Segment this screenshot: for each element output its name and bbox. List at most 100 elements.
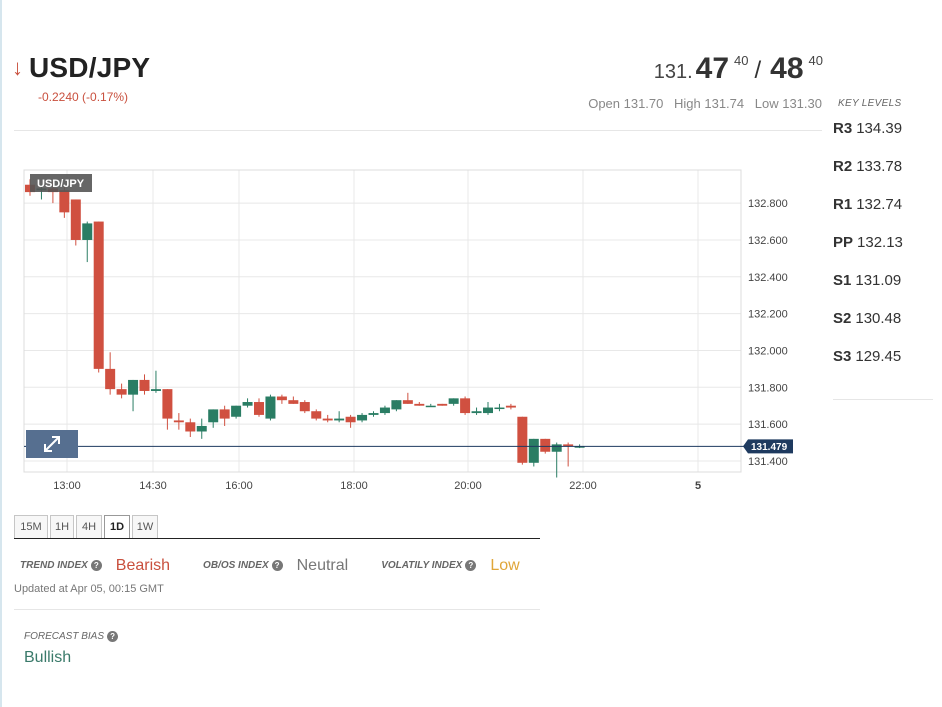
left-border [0,0,2,707]
candle [334,411,345,423]
candle [173,413,184,430]
candle [162,389,173,430]
x-axis-ticks: 13:00 14:30 16:00 18:00 20:00 22:00 5 [53,480,701,492]
candle-body [505,405,516,408]
candle [494,403,505,412]
candle-body [173,420,184,423]
candle [208,409,219,428]
candle-body [105,368,116,390]
legend-box [30,174,92,192]
y-tick-label: 132.600 [748,235,788,247]
candle-body [288,400,299,404]
level-pp: PP 132.13 [833,224,933,262]
candle-body [299,402,310,412]
candle-body [414,403,425,406]
timeframe-1h[interactable]: 1H [50,515,74,539]
low-value: Low 131.30 [754,96,822,111]
help-icon[interactable]: ? [465,560,477,572]
candle [242,398,253,408]
bid-integer: 131. [653,61,693,83]
candle [288,396,299,404]
trend-index-text: TREND INDEX [20,560,88,572]
candle-body [483,407,493,414]
candle [517,416,528,465]
candle-body [563,444,574,447]
candle-body [150,389,161,391]
level-label: PP [833,234,854,251]
volatility-index-text: VOLATILY INDEX [381,560,463,572]
candle-body [185,422,196,432]
candle-body [231,405,242,417]
candle [379,405,390,415]
current-price-label: 131.479 [751,442,788,453]
timeframe-1d[interactable]: 1D [104,515,130,539]
level-value: 132.13 [857,234,903,251]
y-tick-label: 132.400 [748,272,788,284]
candle-body [391,400,402,410]
level-s1: S1 131.09 [833,262,933,300]
candle [391,400,402,412]
y-tick-label: 131.400 [748,456,788,468]
x-tick-label: 18:00 [340,480,368,492]
updated-timestamp: Updated at Apr 05, 00:15 GMT [14,583,164,595]
timeframe-1w[interactable]: 1W [132,515,158,539]
obos-index-text: OB/OS INDEX [203,560,269,572]
candle [460,396,471,415]
candle [448,398,459,406]
x-tick-label: 22:00 [569,480,597,492]
level-value: 131.09 [855,272,902,289]
help-icon[interactable]: ? [90,560,102,572]
candle-body [219,409,230,419]
forecast-bias-value: Bullish [24,649,72,666]
y-tick-label: 132.800 [748,198,788,210]
candle [116,383,127,399]
forecast-bias-label: FORECAST BIAS? [24,631,119,643]
candle [528,438,539,467]
candle-body [368,413,379,415]
candle [254,398,264,417]
candle-body [116,389,127,395]
expand-button[interactable] [26,430,78,458]
candle-body [551,444,562,452]
ask-fraction: 40 [808,53,823,68]
candle [185,418,196,438]
plot-frame [23,169,742,473]
level-label: R2 [833,158,853,175]
open-high-low: Open 131.70 High 131.74 Low 131.30 [581,96,822,111]
timeframe-4h[interactable]: 4H [76,515,102,539]
help-icon[interactable]: ? [107,631,119,642]
candle [322,414,333,423]
level-r3: R3 134.39 [833,110,933,148]
candle-body [402,400,413,404]
candle-body [265,396,276,419]
candle-body [70,199,81,240]
candle [437,403,448,406]
obos-index-value: Neutral [296,557,349,574]
candle-body [471,411,482,414]
candle-body [334,418,345,421]
volatility-index-label: VOLATILY INDEX? [381,560,477,572]
x-tick-label: 13:00 [53,480,81,492]
key-levels-panel: KEY LEVELS R3 134.39 R2 133.78 R1 132.74 PP… [833,98,933,376]
legend-label: USD/JPY [37,178,85,190]
y-tick-label: 131.800 [748,382,788,394]
level-value: 129.45 [855,348,902,365]
candle-body [162,389,173,419]
candle [231,405,242,419]
pair-heading: ↓ USD/JPY [12,52,150,84]
level-value: 134.39 [856,120,903,137]
level-r1: R1 132.74 [833,186,933,224]
timeframe-15m[interactable]: 15M [14,515,48,539]
forecast-bias-text: FORECAST BIAS [24,631,105,643]
chart-grid [24,170,741,472]
level-r2: R2 133.78 [833,148,933,186]
price-chart[interactable]: 131.479 132.800132.600132.400132.200132.… [22,168,822,498]
x-tick-label: 5 [695,480,701,492]
candle [93,221,104,373]
key-levels-title: KEY LEVELS [838,98,902,109]
candle-body [254,402,264,415]
level-label: R3 [833,120,853,137]
help-icon[interactable]: ? [271,560,283,572]
candle [368,411,379,417]
candle-body [93,221,104,369]
